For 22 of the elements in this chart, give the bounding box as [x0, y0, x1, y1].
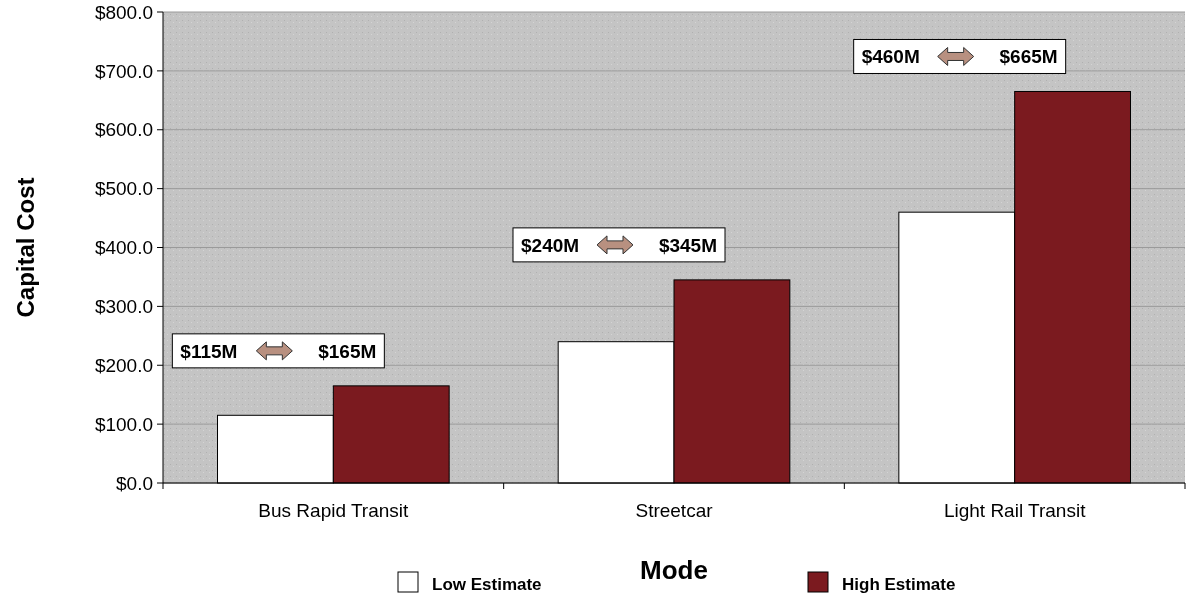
y-tick-label: $800.0	[94, 1, 153, 23]
y-tick-label: $600.0	[94, 119, 153, 141]
annotation: $665M	[999, 46, 1058, 68]
y-tick-label: $100.0	[94, 413, 153, 435]
annotation: $460M	[861, 46, 920, 68]
y-tick-label: $300.0	[94, 296, 153, 318]
annotation: $345M	[658, 234, 717, 256]
annotation: $240M	[521, 234, 580, 256]
y-tick-label: $400.0	[94, 237, 153, 259]
y-tick-label: $200.0	[94, 354, 153, 376]
legend-label: Low Estimate	[432, 575, 542, 594]
x-axis-title: Mode	[640, 555, 708, 585]
x-tick-label: Light Rail Transit	[943, 500, 1087, 521]
legend-label: High Estimate	[842, 575, 956, 594]
y-axis-title: Capital Cost	[12, 177, 39, 318]
y-tick-label: $700.0	[94, 60, 153, 82]
annotation: $165M	[318, 340, 377, 362]
y-tick-label: $0.0	[116, 472, 153, 494]
y-tick-label: $500.0	[94, 178, 153, 200]
x-tick-label: Bus Rapid Transit	[258, 500, 410, 521]
annotation: $115M	[180, 340, 238, 362]
x-tick-label: Streetcar	[635, 500, 714, 521]
